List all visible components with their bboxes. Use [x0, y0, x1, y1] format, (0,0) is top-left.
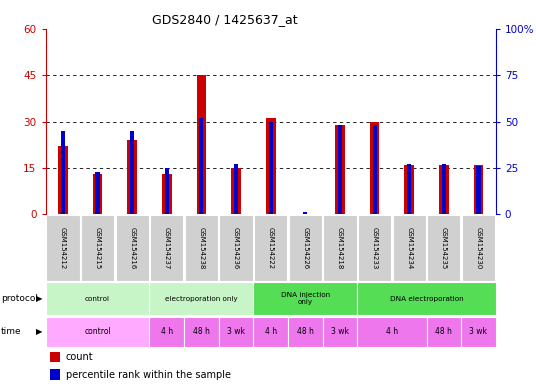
Bar	[269, 121, 273, 214]
Bar	[46, 282, 150, 315]
Text: 3 wk: 3 wk	[331, 327, 349, 336]
Text: GSM154226: GSM154226	[302, 227, 308, 269]
Bar	[338, 125, 342, 214]
Bar	[461, 317, 496, 347]
Bar	[95, 172, 100, 214]
Text: time: time	[1, 327, 21, 336]
Bar	[335, 125, 345, 214]
Bar	[462, 215, 495, 281]
Bar	[46, 215, 79, 281]
Bar	[358, 317, 427, 347]
Bar	[477, 166, 481, 214]
Bar	[93, 174, 102, 214]
Text: DNA injection
only: DNA injection only	[281, 292, 330, 305]
Text: electroporation only: electroporation only	[165, 296, 238, 302]
Text: GSM154235: GSM154235	[441, 227, 447, 269]
Text: GSM154234: GSM154234	[406, 227, 412, 269]
Bar	[254, 282, 358, 315]
Bar	[427, 215, 460, 281]
Bar	[323, 215, 356, 281]
Bar	[150, 317, 184, 347]
Bar	[185, 215, 218, 281]
Text: control: control	[84, 327, 111, 336]
Bar	[373, 125, 377, 214]
Bar	[303, 212, 307, 214]
Bar	[46, 317, 150, 347]
Bar	[130, 131, 134, 214]
Text: 3 wk: 3 wk	[470, 327, 487, 336]
Bar	[127, 140, 137, 214]
Bar	[234, 164, 238, 214]
Bar	[442, 164, 446, 214]
Bar	[116, 215, 149, 281]
Bar	[323, 317, 358, 347]
Bar	[266, 118, 276, 214]
Bar	[439, 165, 449, 214]
Text: GSM154222: GSM154222	[267, 227, 274, 269]
Text: 4 h: 4 h	[161, 327, 173, 336]
Text: 3 wk: 3 wk	[227, 327, 245, 336]
Bar	[407, 164, 411, 214]
Bar	[58, 146, 68, 214]
Text: count: count	[66, 353, 93, 362]
Text: 4 h: 4 h	[386, 327, 398, 336]
Bar	[165, 168, 169, 214]
Text: 48 h: 48 h	[193, 327, 210, 336]
Text: GSM154215: GSM154215	[94, 227, 101, 269]
Bar	[392, 215, 426, 281]
Bar	[81, 215, 114, 281]
Text: GSM154212: GSM154212	[60, 227, 66, 269]
Bar	[199, 118, 204, 214]
Text: GDS2840 / 1425637_at: GDS2840 / 1425637_at	[152, 13, 298, 26]
Bar	[219, 317, 254, 347]
Bar	[427, 317, 461, 347]
Bar	[288, 317, 323, 347]
Bar	[231, 168, 241, 214]
Text: ▶: ▶	[36, 327, 43, 336]
Text: GSM154218: GSM154218	[337, 227, 343, 269]
Bar	[219, 215, 252, 281]
Bar	[254, 215, 287, 281]
Bar	[150, 282, 254, 315]
Text: ▶: ▶	[36, 294, 43, 303]
Text: 48 h: 48 h	[297, 327, 314, 336]
Text: GSM154230: GSM154230	[475, 227, 481, 269]
Bar	[61, 131, 65, 214]
Text: percentile rank within the sample: percentile rank within the sample	[66, 369, 231, 379]
Bar	[50, 369, 60, 380]
Bar	[358, 215, 391, 281]
Bar	[150, 215, 183, 281]
Text: GSM154237: GSM154237	[164, 227, 170, 269]
Text: 4 h: 4 h	[265, 327, 277, 336]
Bar	[370, 121, 379, 214]
Bar	[50, 352, 60, 362]
Text: protocol: protocol	[1, 294, 38, 303]
Text: 48 h: 48 h	[435, 327, 452, 336]
Text: GSM154216: GSM154216	[129, 227, 135, 269]
Bar	[474, 165, 483, 214]
Bar	[162, 174, 172, 214]
Bar	[289, 215, 322, 281]
Bar	[197, 75, 206, 214]
Text: control: control	[85, 296, 110, 302]
Text: DNA electroporation: DNA electroporation	[390, 296, 463, 302]
Bar	[184, 317, 219, 347]
Text: GSM154233: GSM154233	[371, 227, 377, 269]
Bar	[404, 165, 414, 214]
Text: GSM154236: GSM154236	[233, 227, 239, 269]
Text: GSM154238: GSM154238	[198, 227, 204, 269]
Bar	[358, 282, 496, 315]
Bar	[254, 317, 288, 347]
